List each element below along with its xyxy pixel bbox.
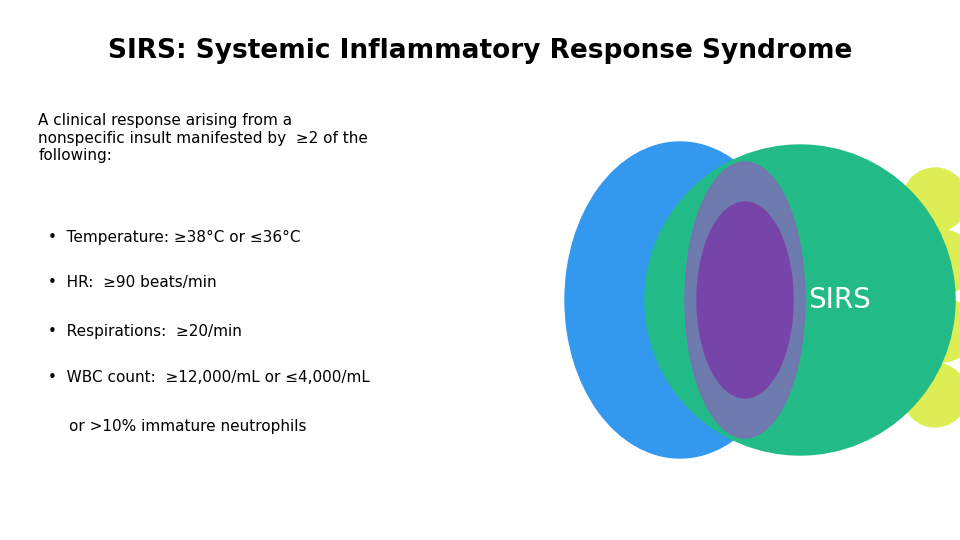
Circle shape [903,363,960,427]
Text: SIRS: SIRS [808,286,872,314]
Text: •  Temperature: ≥38°C or ≤36°C: • Temperature: ≥38°C or ≤36°C [48,230,300,245]
Circle shape [645,145,955,455]
Ellipse shape [685,162,805,438]
Text: •  WBC count:  ≥12,000/mL or ≤4,000/mL: • WBC count: ≥12,000/mL or ≤4,000/mL [48,370,370,385]
Text: or >10% immature neutrophils: or >10% immature neutrophils [69,418,306,434]
Text: A clinical response arising from a
nonspecific insult manifested by  ≥2 of the
f: A clinical response arising from a nonsp… [38,113,369,163]
Circle shape [910,230,960,294]
Ellipse shape [697,202,793,398]
Ellipse shape [565,142,795,458]
Text: •  HR:  ≥90 beats/min: • HR: ≥90 beats/min [48,275,217,291]
Circle shape [903,168,960,232]
Circle shape [910,298,960,362]
Text: •  Respirations:  ≥20/min: • Respirations: ≥20/min [48,324,242,339]
Text: SIRS: Systemic Inflammatory Response Syndrome: SIRS: Systemic Inflammatory Response Syn… [108,38,852,64]
